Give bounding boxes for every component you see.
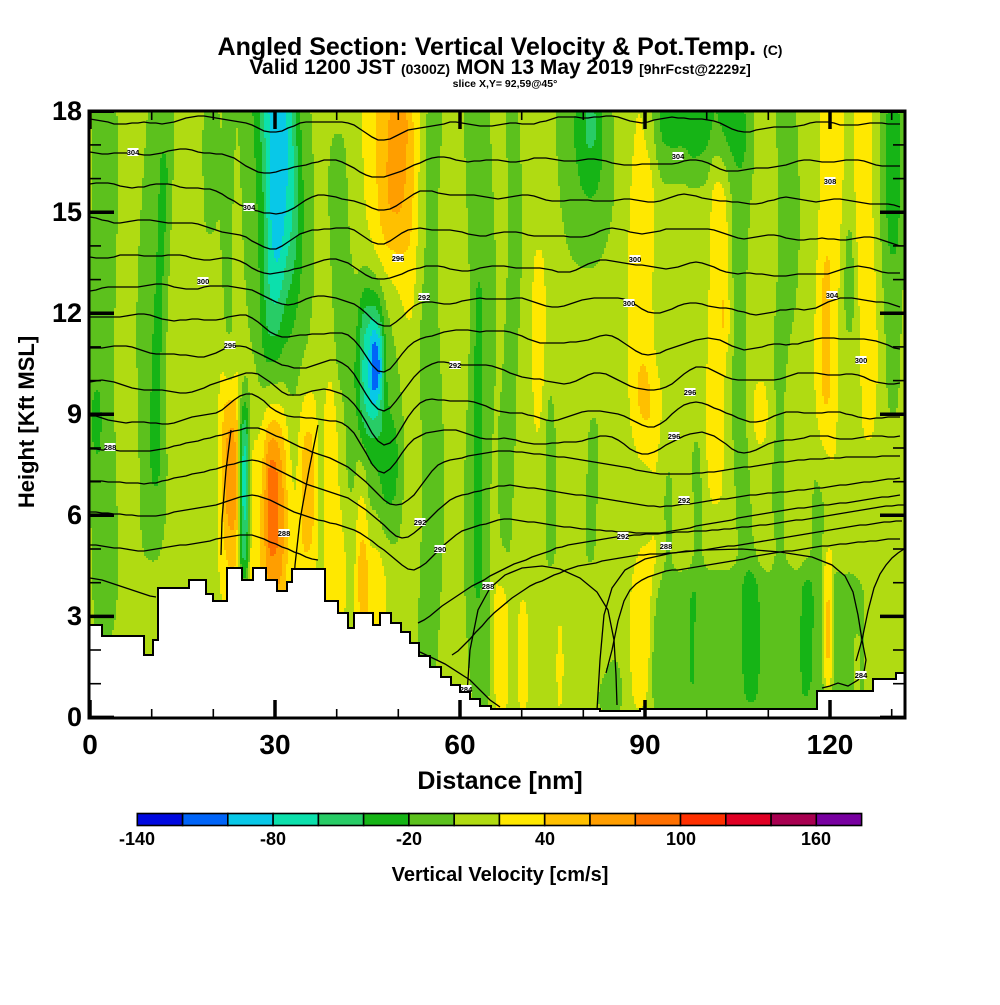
svg-text:30: 30 xyxy=(259,729,290,760)
svg-text:292: 292 xyxy=(449,361,462,370)
svg-text:296: 296 xyxy=(668,432,681,441)
svg-text:15: 15 xyxy=(52,197,82,227)
svg-text:-80: -80 xyxy=(260,829,286,849)
svg-text:40: 40 xyxy=(535,829,555,849)
svg-text:6: 6 xyxy=(67,500,82,530)
svg-text:288: 288 xyxy=(482,582,495,591)
svg-text:18: 18 xyxy=(52,96,82,126)
svg-text:292: 292 xyxy=(418,293,431,302)
svg-text:292: 292 xyxy=(678,496,691,505)
svg-text:296: 296 xyxy=(392,254,405,263)
svg-text:292: 292 xyxy=(617,532,630,541)
svg-text:0: 0 xyxy=(67,702,82,732)
svg-text:296: 296 xyxy=(224,341,237,350)
svg-text:284: 284 xyxy=(460,685,473,694)
svg-text:Angled Section: Vertical Veloc: Angled Section: Vertical Velocity & Pot.… xyxy=(218,33,783,61)
svg-text:290: 290 xyxy=(434,545,447,554)
svg-text:60: 60 xyxy=(444,729,475,760)
svg-text:90: 90 xyxy=(629,729,660,760)
svg-text:288: 288 xyxy=(278,529,291,538)
svg-text:308: 308 xyxy=(824,177,837,186)
svg-text:slice X,Y= 92,59@45°: slice X,Y= 92,59@45° xyxy=(453,78,558,90)
svg-text:288: 288 xyxy=(104,443,117,452)
svg-text:0: 0 xyxy=(82,729,98,760)
svg-text:160: 160 xyxy=(801,829,831,849)
svg-text:Vertical Velocity [cm/s]: Vertical Velocity [cm/s] xyxy=(392,864,609,886)
svg-text:300: 300 xyxy=(197,277,210,286)
svg-text:3: 3 xyxy=(67,601,82,631)
svg-text:120: 120 xyxy=(807,729,854,760)
svg-text:284: 284 xyxy=(855,671,868,680)
svg-text:304: 304 xyxy=(243,203,256,212)
svg-text:292: 292 xyxy=(414,518,427,527)
svg-text:304: 304 xyxy=(672,152,685,161)
svg-text:Height [Kft MSL]: Height [Kft MSL] xyxy=(14,336,39,508)
svg-text:300: 300 xyxy=(629,255,642,264)
svg-text:-20: -20 xyxy=(396,829,422,849)
svg-text:Valid 1200 JST (0300Z) MON 13: Valid 1200 JST (0300Z) MON 13 May 2019 [… xyxy=(249,56,751,79)
svg-text:304: 304 xyxy=(826,291,839,300)
svg-text:296: 296 xyxy=(684,388,697,397)
svg-text:12: 12 xyxy=(52,298,82,328)
svg-text:9: 9 xyxy=(67,399,82,429)
svg-text:300: 300 xyxy=(855,356,868,365)
svg-text:Distance [nm]: Distance [nm] xyxy=(417,767,582,795)
svg-text:-140: -140 xyxy=(119,829,155,849)
svg-text:288: 288 xyxy=(660,542,673,551)
svg-text:304: 304 xyxy=(127,148,140,157)
svg-text:100: 100 xyxy=(666,829,696,849)
svg-text:300: 300 xyxy=(623,299,636,308)
